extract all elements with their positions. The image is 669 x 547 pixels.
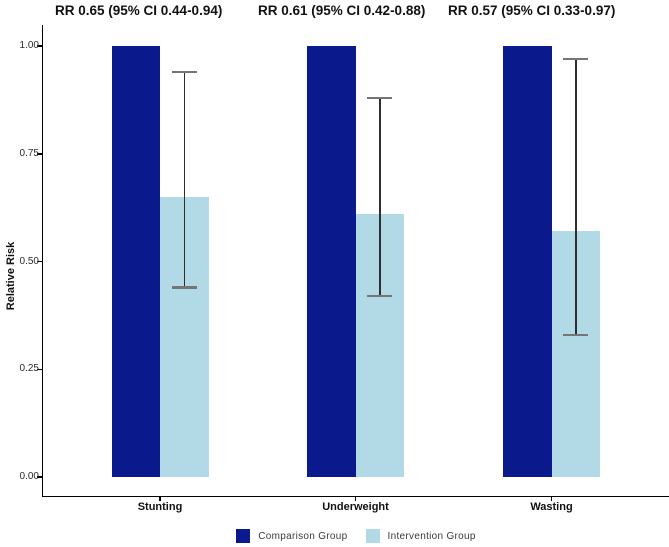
x-category-label-stunting: Stunting [137, 501, 183, 513]
x-tick-mark [159, 497, 161, 501]
error-bar-cap-upper-wasting [563, 57, 589, 61]
bar-comparison-wasting [503, 46, 552, 477]
x-axis-line [41, 495, 669, 498]
error-bar-line-stunting [183, 71, 185, 288]
legend-item-intervention: Intervention Group [365, 529, 476, 543]
x-category-label-wasting: Wasting [530, 501, 573, 513]
y-axis-label: Relative Risk [5, 241, 17, 311]
y-tick-label: 0.00 [19, 471, 39, 482]
legend-swatch-icon [236, 529, 251, 543]
y-tick-label: 1.00 [19, 40, 39, 51]
legend-label: Comparison Group [258, 530, 348, 542]
bar-comparison-underweight [307, 46, 356, 477]
x-category-label-underweight: Underweight [322, 501, 389, 513]
y-tick-label: 0.25 [19, 363, 39, 375]
legend-label: Intervention Group [387, 530, 476, 542]
y-tick-mark [37, 153, 42, 155]
y-tick-label: 0.50 [19, 255, 39, 267]
error-bar-line-underweight [379, 97, 381, 296]
legend-swatch-icon [365, 529, 380, 543]
legend: Comparison Group Intervention Group [43, 529, 669, 543]
error-bar-cap-lower-wasting [563, 333, 589, 336]
y-tick-mark [37, 368, 42, 370]
error-bar-cap-lower-underweight [367, 294, 393, 298]
rr-annotation-wasting: RR 0.57 (95% CI 0.33-0.97) [448, 3, 616, 18]
error-bar-cap-upper-underweight [367, 96, 393, 99]
y-tick-label: 0.75 [19, 147, 39, 159]
error-bar-line-wasting [575, 58, 577, 335]
rr-annotation-stunting: RR 0.65 (95% CI 0.44-0.94) [55, 3, 223, 18]
x-tick-mark [354, 497, 357, 501]
bar-comparison-stunting [111, 46, 160, 477]
rr-annotation-underweight: RR 0.61 (95% CI 0.42-0.88) [258, 3, 426, 18]
legend-item-comparison: Comparison Group [236, 529, 347, 543]
y-tick-mark [37, 260, 42, 263]
y-axis-line [41, 25, 43, 497]
error-bar-cap-lower-stunting [171, 286, 197, 289]
error-bar-cap-upper-stunting [171, 70, 197, 74]
x-tick-mark [550, 497, 553, 501]
y-tick-mark [37, 476, 42, 478]
y-tick-mark [37, 45, 42, 47]
